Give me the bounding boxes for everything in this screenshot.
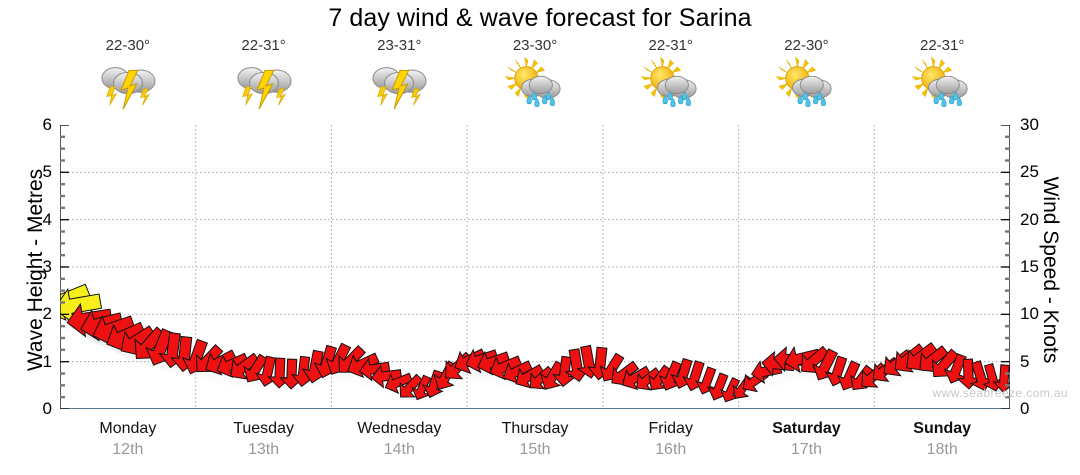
day-name-label: Tuesday xyxy=(233,420,294,437)
day-header-sunday: 22-31° xyxy=(874,38,1010,126)
day-date-label: 12th xyxy=(112,441,144,458)
day-name-label: Wednesday xyxy=(357,420,442,437)
thunderstorm-icon xyxy=(237,67,292,110)
plot-area xyxy=(60,125,1010,409)
day-date-label: 17th xyxy=(790,441,823,458)
wind-arrow xyxy=(836,360,861,391)
right-tick-5: 5 xyxy=(1020,351,1030,371)
left-tick-4: 4 xyxy=(42,209,52,229)
day-date-label: 16th xyxy=(655,441,687,458)
day-name-label: Thursday xyxy=(501,420,569,437)
wind-arrow xyxy=(599,352,625,382)
day-temperature-range: 22-30° xyxy=(105,37,151,54)
day-footer-thursday: Thursday 15th xyxy=(467,418,603,470)
day-date-label: 13th xyxy=(248,441,280,458)
day-date-label: 15th xyxy=(519,441,551,458)
left-tick-3: 3 xyxy=(42,257,52,276)
left-tick-5: 5 xyxy=(42,162,52,182)
left-tick-2: 2 xyxy=(42,304,52,324)
wind-arrow xyxy=(243,353,269,383)
day-date-label: 14th xyxy=(383,441,415,458)
wind-arrow xyxy=(411,374,432,401)
right-tick-30: 30 xyxy=(1020,115,1039,134)
sun-rain-cloud-icon xyxy=(776,57,833,108)
wind-arrow xyxy=(658,360,683,391)
sun-rain-cloud-icon xyxy=(911,57,968,108)
wind-arrow xyxy=(399,373,424,398)
left-tick-6: 6 xyxy=(42,115,52,134)
wind-arrow xyxy=(611,360,640,386)
day-temperature-range: 23-30° xyxy=(512,37,558,54)
day-footer-wednesday: Wednesday 14th xyxy=(331,418,467,470)
day-name-label: Saturday xyxy=(772,420,841,437)
day-footer-friday: Friday 16th xyxy=(603,418,739,470)
forecast-plot-svg xyxy=(60,125,1010,409)
day-footer-monday: Monday 12th xyxy=(60,418,196,470)
wind-arrow xyxy=(720,376,741,403)
wind-arrow xyxy=(931,348,960,378)
thunderstorm-icon xyxy=(372,67,427,110)
day-header-saturday: 22-30° xyxy=(739,38,875,126)
day-header-thursday: 23-30° xyxy=(467,38,603,126)
day-temperature-range: 23-31° xyxy=(377,37,422,54)
day-temperature-range: 22-31° xyxy=(919,37,965,54)
day-footer-strip: Monday 12th Tuesday 13th Wednesday 14th Thursd… xyxy=(60,418,1010,470)
right-tick-25: 25 xyxy=(1020,162,1039,182)
wind-arrow xyxy=(384,372,413,395)
page-title: 7 day wind & wave forecast for Sarina xyxy=(328,4,752,32)
wind-arrow xyxy=(279,358,304,390)
day-footer-saturday: Saturday 17th xyxy=(739,418,875,470)
day-temperature-range: 22-30° xyxy=(784,37,829,54)
day-temperature-range: 22-31° xyxy=(648,37,693,54)
left-tick-1: 1 xyxy=(42,351,52,371)
day-header-tuesday: 22-31° xyxy=(196,38,332,126)
right-tick-0: 0 xyxy=(1020,399,1030,418)
wind-arrow-series xyxy=(60,283,1010,403)
left-tick-0: 0 xyxy=(42,399,52,418)
wind-arrow xyxy=(695,366,717,395)
day-header-strip: 22-30° 22-31° 23-31° 23-30° 22-31° 22-30° 22-3… xyxy=(60,38,1010,126)
sun-rain-cloud-icon xyxy=(640,57,697,108)
right-tick-10: 10 xyxy=(1020,304,1039,324)
day-temperature-range: 22-31° xyxy=(241,37,286,54)
day-name-label: Sunday xyxy=(913,420,972,437)
day-header-wednesday: 23-31° xyxy=(331,38,467,126)
day-date-label: 18th xyxy=(926,441,958,458)
wind-arrow xyxy=(812,348,839,381)
wind-arrow xyxy=(301,349,328,384)
thunderstorm-icon xyxy=(101,67,156,110)
day-header-friday: 22-31° xyxy=(603,38,739,126)
sun-rain-cloud-icon xyxy=(504,57,561,108)
day-name-label: Friday xyxy=(648,420,693,437)
day-footer-sunday: Sunday 18th xyxy=(874,418,1010,470)
day-footer-tuesday: Tuesday 13th xyxy=(196,418,332,470)
day-header-monday: 22-30° xyxy=(60,38,196,126)
day-name-label: Monday xyxy=(99,420,157,437)
right-tick-15: 15 xyxy=(1020,257,1039,276)
watermark: www.seabreeze.com.au xyxy=(932,386,1068,400)
wind-arrow xyxy=(325,342,352,375)
wind-arrow xyxy=(919,345,949,373)
wind-arrow xyxy=(564,348,591,383)
wind-arrow xyxy=(290,355,316,388)
right-tick-20: 20 xyxy=(1020,209,1039,229)
wind-arrow xyxy=(552,355,577,388)
